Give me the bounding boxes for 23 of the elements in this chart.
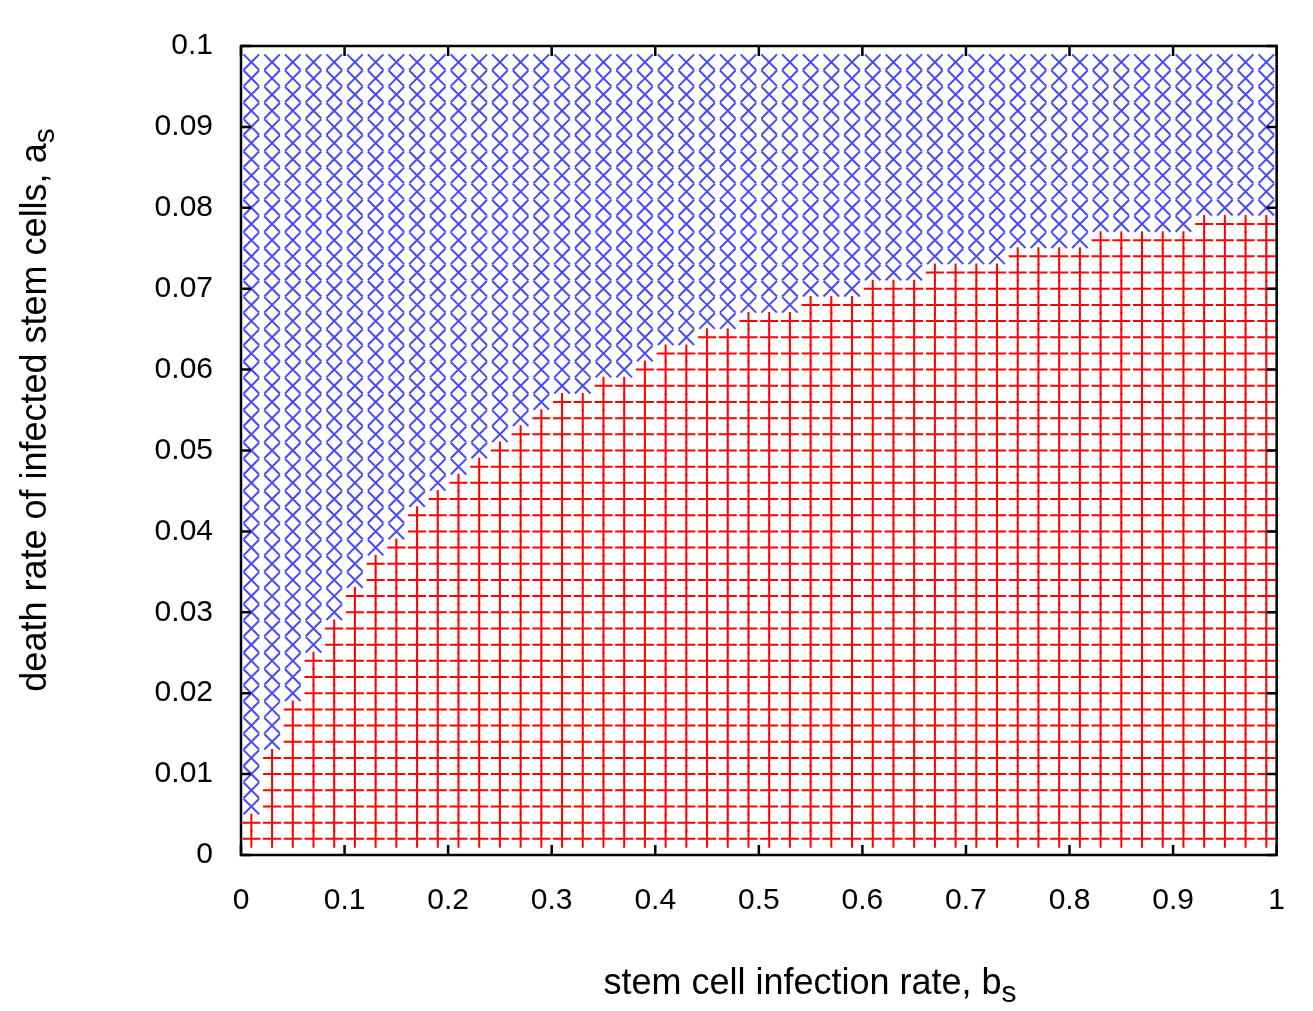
x-tick-label: 0.4: [634, 882, 677, 916]
y-tick-label: 0.02: [154, 674, 213, 708]
x-tick-label: 0: [232, 882, 250, 916]
x-tick-label: 1: [1268, 882, 1285, 916]
y-tick-label: 0: [196, 836, 213, 870]
y-tick-label: 0.1: [171, 27, 213, 61]
y-tick-label: 0.09: [154, 108, 213, 142]
y-tick-label: 0.08: [154, 189, 213, 223]
x-tick-label: 0.3: [530, 882, 573, 916]
x-tick-label: 0.8: [1048, 882, 1091, 916]
x-tick-label: 0.9: [1152, 882, 1194, 916]
y-tick-label: 0.04: [154, 512, 213, 546]
y-tick-label: 0.05: [154, 431, 213, 465]
x-tick-label: 0.2: [427, 882, 469, 916]
x-tick-label: 0.7: [945, 882, 987, 916]
y-tick-label: 0.03: [154, 593, 213, 627]
x-tick-label: 0.1: [323, 882, 366, 916]
x-tick-label: 0.5: [737, 882, 780, 916]
y-tick-label: 0.06: [154, 350, 213, 384]
y-tick-label: 0.07: [154, 269, 213, 303]
y-tick-label: 0.01: [154, 755, 213, 789]
x-tick-label: 0.6: [841, 882, 884, 916]
x-axis-title: stem cell infection rate, b$_{s}$: [603, 960, 1017, 1010]
